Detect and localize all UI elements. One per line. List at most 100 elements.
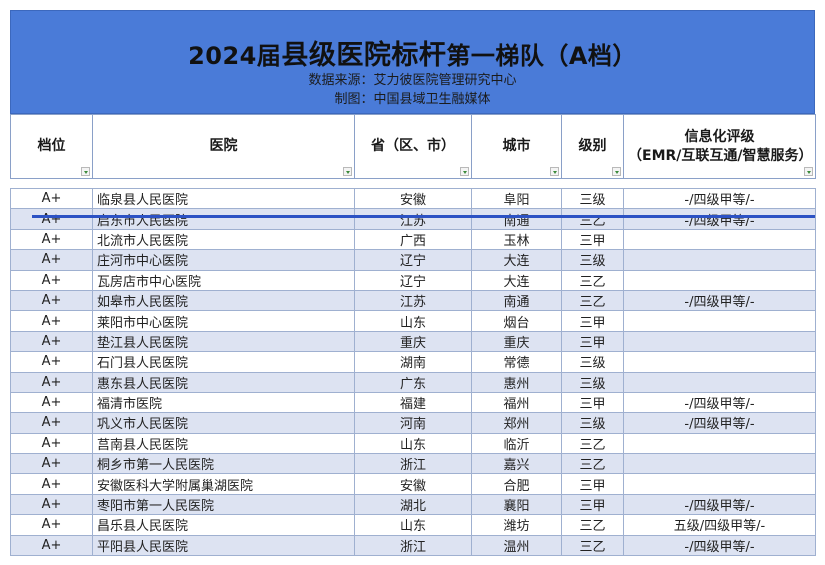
cell-city[interactable]: 郑州 bbox=[471, 412, 562, 434]
cell-hospital[interactable]: 瓦房店市中心医院 bbox=[92, 269, 355, 291]
cell-hospital[interactable]: 昌乐县人民医院 bbox=[92, 514, 355, 536]
cell-hospital[interactable]: 安徽医科大学附属巢湖医院 bbox=[92, 473, 355, 495]
cell-city[interactable]: 南通 bbox=[471, 289, 562, 312]
filter-dropdown-icon[interactable] bbox=[343, 167, 352, 176]
cell-tier[interactable]: A+ bbox=[10, 371, 93, 393]
cell-tier[interactable]: A+ bbox=[10, 310, 93, 332]
cell-it-rating[interactable]: 五级/四级甲等/- bbox=[623, 514, 816, 536]
cell-province[interactable]: 湖北 bbox=[354, 493, 472, 516]
cell-tier[interactable]: A+ bbox=[10, 330, 93, 353]
table-row[interactable]: A+ 北流市人民医院 广西 玉林 三甲 bbox=[10, 228, 816, 251]
cell-level[interactable]: 三甲 bbox=[561, 473, 624, 495]
cell-hospital[interactable]: 巩义市人民医院 bbox=[92, 412, 355, 434]
cell-level[interactable]: 三级 bbox=[561, 412, 624, 434]
cell-city[interactable]: 福州 bbox=[471, 391, 562, 414]
cell-hospital[interactable]: 如皋市人民医院 bbox=[92, 289, 355, 312]
table-row[interactable]: A+ 桐乡市第一人民医院 浙江 嘉兴 三乙 bbox=[10, 453, 816, 475]
cell-it-rating[interactable]: -/四级甲等/- bbox=[623, 289, 816, 312]
cell-province[interactable]: 浙江 bbox=[354, 453, 472, 475]
filter-dropdown-icon[interactable] bbox=[804, 167, 813, 176]
cell-province[interactable]: 河南 bbox=[354, 412, 472, 434]
cell-tier[interactable]: A+ bbox=[10, 432, 93, 455]
cell-level[interactable]: 三甲 bbox=[561, 228, 624, 251]
table-row[interactable]: A+ 巩义市人民医院 河南 郑州 三级 -/四级甲等/- bbox=[10, 412, 816, 434]
cell-province[interactable]: 重庆 bbox=[354, 330, 472, 353]
cell-tier[interactable]: A+ bbox=[10, 187, 93, 210]
cell-level[interactable]: 三级 bbox=[561, 371, 624, 393]
table-row[interactable]: A+ 垫江县人民医院 重庆 重庆 三甲 bbox=[10, 330, 816, 353]
cell-city[interactable]: 潍坊 bbox=[471, 514, 562, 536]
cell-city[interactable]: 大连 bbox=[471, 269, 562, 291]
cell-city[interactable]: 惠州 bbox=[471, 371, 562, 393]
cell-province[interactable]: 山东 bbox=[354, 514, 472, 536]
cell-level[interactable]: 三乙 bbox=[561, 534, 624, 557]
cell-it-rating[interactable] bbox=[623, 249, 816, 271]
cell-hospital[interactable]: 庄河市中心医院 bbox=[92, 249, 355, 271]
cell-province[interactable]: 山东 bbox=[354, 432, 472, 455]
cell-province[interactable]: 浙江 bbox=[354, 534, 472, 557]
table-row[interactable]: A+ 瓦房店市中心医院 辽宁 大连 三乙 bbox=[10, 269, 816, 291]
cell-level[interactable]: 三乙 bbox=[561, 432, 624, 455]
cell-hospital[interactable]: 启东市人民医院 bbox=[92, 208, 355, 230]
cell-level[interactable]: 三乙 bbox=[561, 208, 624, 230]
filter-dropdown-icon[interactable] bbox=[81, 167, 90, 176]
cell-hospital[interactable]: 莒南县人民医院 bbox=[92, 432, 355, 455]
cell-level[interactable]: 三级 bbox=[561, 249, 624, 271]
table-row[interactable]: A+ 莱阳市中心医院 山东 烟台 三甲 bbox=[10, 310, 816, 332]
table-row[interactable]: A+ 如皋市人民医院 江苏 南通 三乙 -/四级甲等/- bbox=[10, 289, 816, 312]
cell-city[interactable]: 烟台 bbox=[471, 310, 562, 332]
cell-tier[interactable]: A+ bbox=[10, 534, 93, 557]
cell-tier[interactable]: A+ bbox=[10, 391, 93, 414]
table-row[interactable]: A+ 石门县人民医院 湖南 常德 三级 bbox=[10, 351, 816, 373]
cell-tier[interactable]: A+ bbox=[10, 289, 93, 312]
cell-level[interactable]: 三乙 bbox=[561, 289, 624, 312]
cell-city[interactable]: 玉林 bbox=[471, 228, 562, 251]
table-row[interactable]: A+ 惠东县人民医院 广东 惠州 三级 bbox=[10, 371, 816, 393]
cell-level[interactable]: 三甲 bbox=[561, 330, 624, 353]
cell-it-rating[interactable] bbox=[623, 453, 816, 475]
cell-province[interactable]: 山东 bbox=[354, 310, 472, 332]
table-row[interactable]: A+ 莒南县人民医院 山东 临沂 三乙 bbox=[10, 432, 816, 455]
cell-it-rating[interactable] bbox=[623, 310, 816, 332]
cell-hospital[interactable]: 惠东县人民医院 bbox=[92, 371, 355, 393]
cell-tier[interactable]: A+ bbox=[10, 228, 93, 251]
cell-level[interactable]: 三甲 bbox=[561, 493, 624, 516]
cell-it-rating[interactable] bbox=[623, 330, 816, 353]
filter-dropdown-icon[interactable] bbox=[612, 167, 621, 176]
cell-level[interactable]: 三乙 bbox=[561, 514, 624, 536]
cell-city[interactable]: 阜阳 bbox=[471, 187, 562, 210]
cell-tier[interactable]: A+ bbox=[10, 249, 93, 271]
cell-it-rating[interactable]: -/四级甲等/- bbox=[623, 534, 816, 557]
table-row[interactable]: A+ 庄河市中心医院 辽宁 大连 三级 bbox=[10, 249, 816, 271]
cell-tier[interactable]: A+ bbox=[10, 514, 93, 536]
cell-it-rating[interactable] bbox=[623, 473, 816, 495]
cell-tier[interactable]: A+ bbox=[10, 473, 93, 495]
cell-hospital[interactable]: 垫江县人民医院 bbox=[92, 330, 355, 353]
cell-city[interactable]: 常德 bbox=[471, 351, 562, 373]
cell-tier[interactable]: A+ bbox=[10, 351, 93, 373]
cell-city[interactable]: 嘉兴 bbox=[471, 453, 562, 475]
cell-city[interactable]: 襄阳 bbox=[471, 493, 562, 516]
cell-it-rating[interactable] bbox=[623, 351, 816, 373]
cell-city[interactable]: 南通 bbox=[471, 208, 562, 230]
cell-hospital[interactable]: 平阳县人民医院 bbox=[92, 534, 355, 557]
filter-dropdown-icon[interactable] bbox=[460, 167, 469, 176]
cell-hospital[interactable]: 北流市人民医院 bbox=[92, 228, 355, 251]
cell-it-rating[interactable]: -/四级甲等/- bbox=[623, 391, 816, 414]
cell-it-rating[interactable]: -/四级甲等/- bbox=[623, 208, 816, 230]
cell-it-rating[interactable] bbox=[623, 269, 816, 291]
cell-province[interactable]: 辽宁 bbox=[354, 269, 472, 291]
cell-province[interactable]: 江苏 bbox=[354, 208, 472, 230]
cell-province[interactable]: 安徽 bbox=[354, 187, 472, 210]
cell-province[interactable]: 安徽 bbox=[354, 473, 472, 495]
cell-province[interactable]: 江苏 bbox=[354, 289, 472, 312]
table-row[interactable]: A+ 枣阳市第一人民医院 湖北 襄阳 三甲 -/四级甲等/- bbox=[10, 493, 816, 516]
table-row[interactable]: A+ 昌乐县人民医院 山东 潍坊 三乙 五级/四级甲等/- bbox=[10, 514, 816, 536]
cell-city[interactable]: 大连 bbox=[471, 249, 562, 271]
cell-province[interactable]: 广西 bbox=[354, 228, 472, 251]
cell-hospital[interactable]: 临泉县人民医院 bbox=[92, 187, 355, 210]
table-row[interactable]: A+ 平阳县人民医院 浙江 温州 三乙 -/四级甲等/- bbox=[10, 534, 816, 557]
cell-level[interactable]: 三乙 bbox=[561, 453, 624, 475]
cell-tier[interactable]: A+ bbox=[10, 493, 93, 516]
cell-hospital[interactable]: 桐乡市第一人民医院 bbox=[92, 453, 355, 475]
